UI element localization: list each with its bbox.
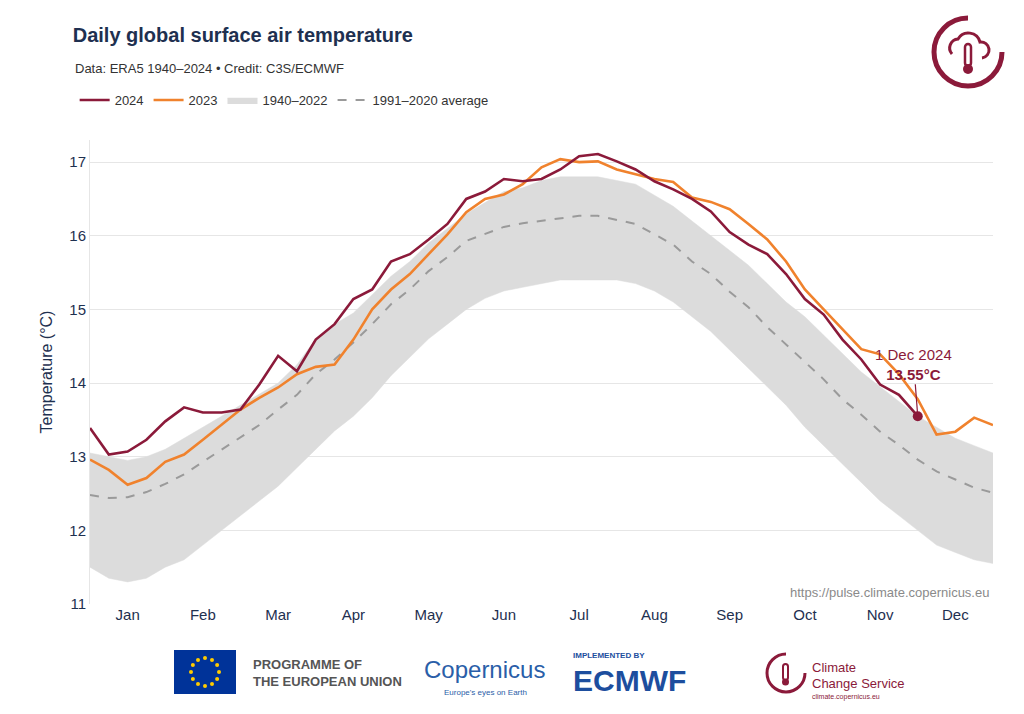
svg-text:11: 11 <box>70 595 86 612</box>
svg-text:Daily global surface air tempe: Daily global surface air temperature <box>73 24 413 46</box>
svg-text:15: 15 <box>69 301 86 318</box>
svg-text:1940–2022: 1940–2022 <box>262 93 327 108</box>
html-text:THE EUROPEAN UNION: THE EUROPEAN UNION <box>253 674 402 689</box>
svg-text:16: 16 <box>69 227 86 244</box>
svg-text:2023: 2023 <box>189 93 218 108</box>
html-text:IMPLEMENTED BY: IMPLEMENTED BY <box>573 651 645 660</box>
html-text:PROGRAMME OF: PROGRAMME OF <box>253 657 363 672</box>
svg-text:Jan: Jan <box>116 606 140 623</box>
svg-text:Mar: Mar <box>265 606 291 623</box>
svg-text:1 Dec 202413.55°C: 1 Dec 202413.55°C <box>875 346 952 383</box>
html-text:Change Service: Change Service <box>812 676 905 691</box>
svg-text:12: 12 <box>69 522 86 539</box>
html-text:Climate: Climate <box>812 660 857 675</box>
svg-text:Nov: Nov <box>867 606 894 623</box>
svg-text:https://pulse.climate.copernic: https://pulse.climate.copernicus.eu <box>790 585 989 600</box>
svg-text:1991–2020 average: 1991–2020 average <box>373 93 489 108</box>
svg-text:May: May <box>414 606 443 623</box>
html-text:Copernicus: Copernicus <box>424 656 546 683</box>
svg-text:17: 17 <box>69 153 86 170</box>
svg-text:2024: 2024 <box>115 93 144 108</box>
html-text:Europe's eyes on Earth: Europe's eyes on Earth <box>444 688 527 697</box>
svg-text:Feb: Feb <box>190 606 216 623</box>
svg-text:Temperature (°C): Temperature (°C) <box>38 311 55 434</box>
svg-text:Dec: Dec <box>942 606 969 623</box>
svg-text:Oct: Oct <box>793 606 817 623</box>
html-text:climate.copernicus.eu: climate.copernicus.eu <box>812 693 880 700</box>
svg-text:Apr: Apr <box>342 606 365 623</box>
svg-text:Jun: Jun <box>492 606 516 623</box>
svg-text:Jul: Jul <box>570 606 589 623</box>
svg-text:Sep: Sep <box>716 606 743 623</box>
svg-text:14: 14 <box>69 374 86 391</box>
svg-text:Data: ERA5 1940–2024 • Credit:: Data: ERA5 1940–2024 • Credit: C3S/ECMWF <box>75 61 344 76</box>
svg-text:13: 13 <box>69 448 86 465</box>
html-text:ECMWF: ECMWF <box>573 664 687 697</box>
svg-text:Aug: Aug <box>641 606 668 623</box>
